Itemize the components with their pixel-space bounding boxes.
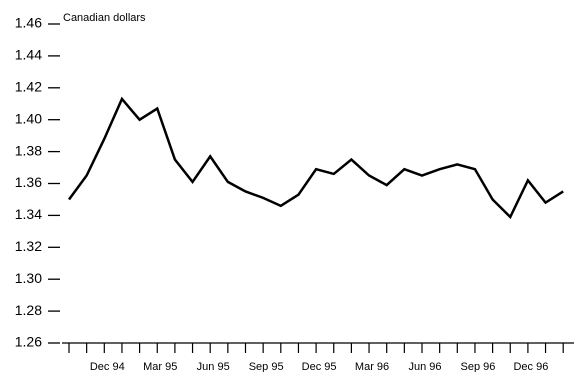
x-tick-label: Dec 95 [302,361,337,372]
x-tick-label: Sep 95 [249,361,284,372]
y-tick-label: 1.28 [15,302,42,318]
y-tick-label: 1.26 [15,334,42,350]
x-tick-label: Jun 96 [408,361,441,372]
line [67,96,564,220]
x-tick-label: Mar 95 [143,361,177,372]
x-tick-label: Jun 95 [197,361,230,372]
y-tick-label: 1.40 [15,110,42,126]
x-tick-label: Mar 96 [355,361,389,372]
y-tick-label: 1.34 [15,206,42,222]
y-tick-label: 1.30 [15,270,42,286]
x-tick-label: Dec 94 [90,361,125,372]
x-tick-label: Sep 96 [461,361,496,372]
y-tick-label: 1.32 [15,238,42,254]
x-tick-label: Dec 96 [513,361,548,372]
y-tick-label: 1.38 [15,142,42,158]
y-tick-label: 1.44 [15,47,42,63]
y-axis-label: Canadian dollars [63,12,146,24]
y-tick-label: 1.42 [15,79,42,95]
y-tick-label: 1.36 [15,174,42,190]
y-tick-label: 1.46 [15,15,42,31]
